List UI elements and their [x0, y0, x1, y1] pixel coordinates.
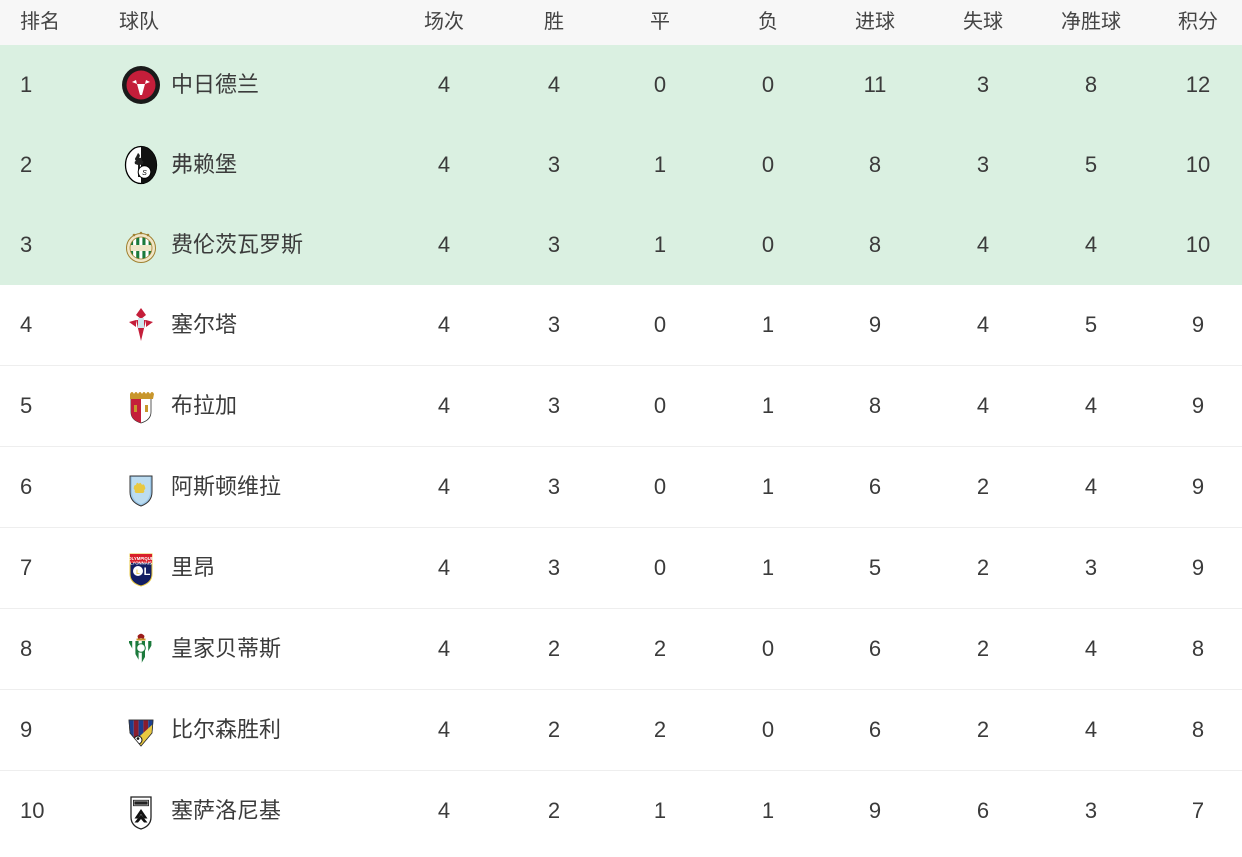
svg-text:L: L [136, 570, 140, 576]
svg-text:S: S [142, 170, 147, 177]
svg-text:L: L [144, 566, 151, 578]
svg-text:LYONNAIS: LYONNAIS [130, 561, 152, 566]
